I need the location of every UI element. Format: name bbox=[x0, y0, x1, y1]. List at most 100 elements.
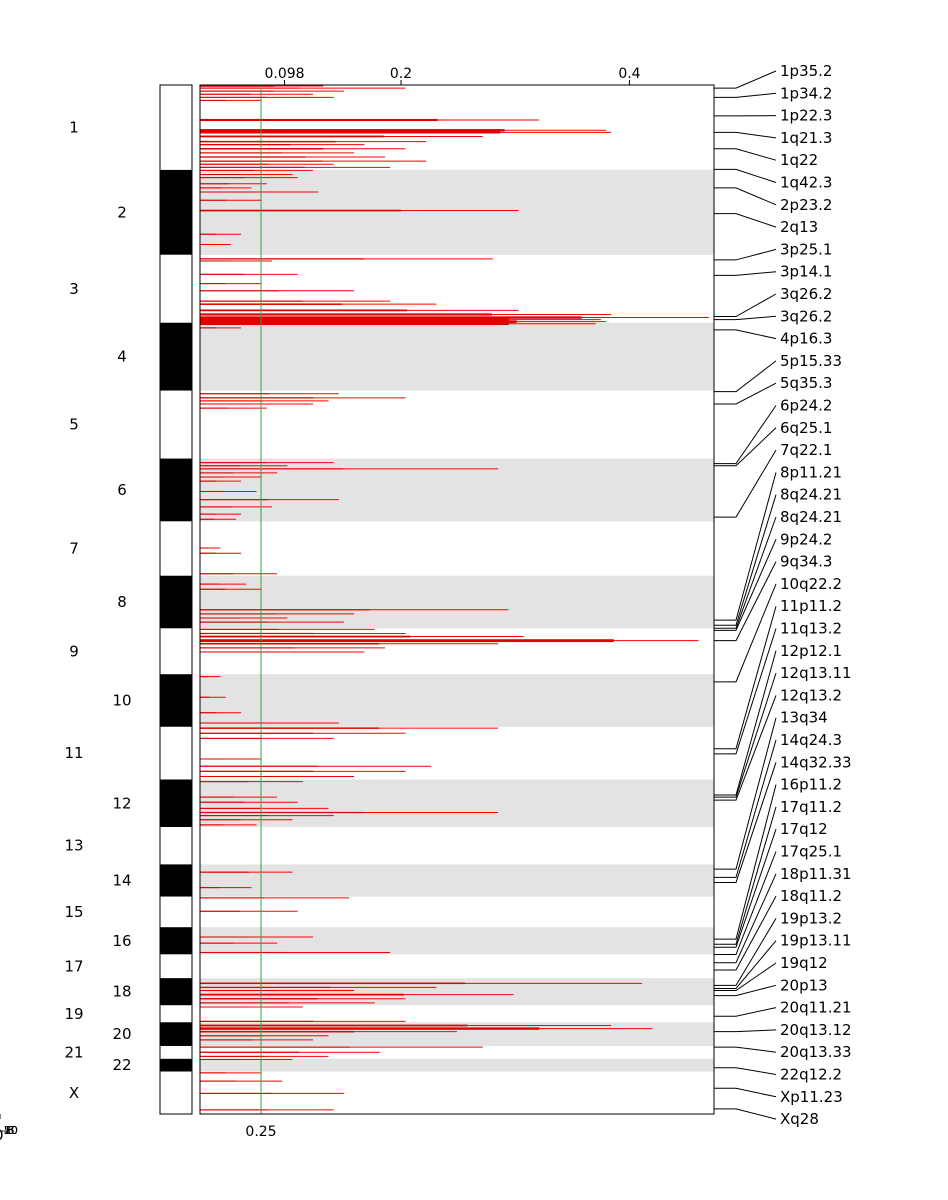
amplitude-bar bbox=[200, 609, 370, 611]
peak-label: 6q25.1 bbox=[780, 419, 832, 437]
peak-label: 20q13.12 bbox=[780, 1021, 852, 1039]
peak-label: 9p24.2 bbox=[780, 530, 832, 548]
amplitude-bar bbox=[200, 573, 234, 575]
amplitude-bar bbox=[200, 476, 226, 478]
chromosome-shade-2 bbox=[200, 169, 714, 255]
amplitude-bar bbox=[200, 628, 279, 630]
ideogram-band-X bbox=[160, 1071, 192, 1114]
peak-leader-line bbox=[714, 187, 777, 206]
amplitude-bar bbox=[200, 642, 379, 645]
peak-leader-line bbox=[714, 472, 777, 621]
bottom-tick-label: 10-50 bbox=[0, 1124, 18, 1144]
peak-leader-line bbox=[714, 293, 777, 318]
amplitude-bar bbox=[200, 318, 509, 321]
amplitude-bar bbox=[200, 583, 219, 585]
amplitude-bar bbox=[200, 1030, 355, 1033]
peak-label: 4p16.3 bbox=[780, 330, 832, 348]
amplitude-bar bbox=[200, 807, 261, 809]
amplitude-bar bbox=[200, 942, 234, 944]
peak-label: 1q42.3 bbox=[780, 174, 832, 192]
peak-leader-line bbox=[714, 213, 777, 228]
plot-frame bbox=[199, 84, 715, 1115]
amplitude-bar bbox=[200, 639, 614, 643]
amplitude-bar bbox=[200, 260, 231, 262]
peak-leader-line bbox=[714, 762, 777, 883]
amplitude-bar bbox=[200, 273, 244, 275]
peak-label: 1q21.3 bbox=[780, 129, 832, 147]
amplitude-bar bbox=[200, 152, 282, 154]
peak-label: 3p25.1 bbox=[780, 240, 832, 258]
ideogram-band-21 bbox=[160, 1046, 192, 1059]
amplitude-bar bbox=[200, 982, 466, 985]
amplitude-bar bbox=[200, 1039, 254, 1041]
amplitude-bar bbox=[200, 258, 365, 260]
chromosome-label-14: 14 bbox=[112, 872, 131, 890]
peak-leader-line bbox=[714, 315, 777, 321]
amplitude-bar bbox=[200, 986, 331, 989]
amplitude-bar bbox=[200, 118, 438, 122]
amplitude-bar bbox=[200, 936, 251, 938]
chromosome-label-12: 12 bbox=[112, 794, 131, 812]
amplitude-bar bbox=[200, 951, 290, 953]
ideogram-band-1 bbox=[160, 85, 192, 170]
amplitude-bar bbox=[200, 187, 222, 189]
chromosome-label-10: 10 bbox=[112, 692, 131, 710]
peak-leader-line bbox=[714, 717, 777, 870]
bottom-tick-label: 10-20 bbox=[0, 1124, 18, 1144]
amplitude-bar bbox=[200, 621, 268, 623]
peak-label: 3q26.2 bbox=[780, 285, 832, 303]
amplitude-bar bbox=[200, 243, 212, 245]
amplitude-bar bbox=[200, 765, 318, 767]
ideogram-band-20 bbox=[160, 1022, 192, 1047]
peak-leader-line bbox=[714, 829, 777, 948]
amplitude-bar bbox=[200, 547, 208, 549]
peak-leader-line bbox=[714, 248, 777, 261]
peak-label: 1p22.3 bbox=[780, 107, 832, 125]
peak-label: 6p24.2 bbox=[780, 397, 832, 415]
chromosome-shade-14 bbox=[200, 864, 714, 897]
ideogram-band-11 bbox=[160, 726, 192, 780]
significance-bars bbox=[200, 85, 709, 1111]
peak-leader-line bbox=[714, 382, 777, 405]
amplitude-bar bbox=[200, 758, 226, 760]
amplitude-bar bbox=[200, 632, 314, 635]
amplitude-bar bbox=[200, 1035, 263, 1037]
amplitude-bar bbox=[200, 393, 270, 395]
peak-leader-line bbox=[714, 628, 777, 755]
amplitude-bar bbox=[200, 403, 253, 405]
amplitude-bar bbox=[200, 990, 278, 992]
amplitude-bar bbox=[200, 1051, 299, 1053]
chromosome-label-2: 2 bbox=[117, 203, 127, 221]
amplitude-bar bbox=[200, 1080, 236, 1082]
chromosome-label-15: 15 bbox=[64, 903, 83, 921]
peak-leader-line bbox=[714, 405, 777, 465]
chromosome-shade-6 bbox=[200, 458, 714, 522]
amplitude-bar bbox=[200, 131, 501, 134]
amplitude-bar bbox=[200, 290, 279, 292]
amplitude-bar bbox=[200, 174, 241, 176]
peak-label: 3q26.2 bbox=[780, 307, 832, 325]
amplitude-bar bbox=[200, 732, 314, 734]
amplitude-bar bbox=[200, 191, 256, 193]
peak-label: 3p14.1 bbox=[780, 263, 832, 281]
ideogram-band-22 bbox=[160, 1058, 192, 1072]
chromosome-label-20: 20 bbox=[112, 1025, 131, 1043]
amplitude-bar bbox=[200, 465, 240, 467]
ideogram-band-10 bbox=[160, 674, 192, 727]
amplitude-bar bbox=[200, 1027, 540, 1030]
amplitude-bar bbox=[200, 283, 226, 285]
peak-label: 14q32.33 bbox=[780, 753, 852, 771]
peak-leader-line bbox=[714, 672, 777, 798]
amplitude-bar bbox=[200, 513, 217, 515]
amplitude-bar bbox=[200, 472, 234, 474]
amplitude-bar bbox=[200, 209, 401, 212]
amplitude-bar bbox=[200, 796, 234, 798]
amplitude-bar bbox=[200, 696, 210, 698]
chromosome-label-18: 18 bbox=[112, 983, 131, 1001]
amplitude-bar bbox=[200, 90, 274, 92]
peak-leader-line bbox=[714, 650, 777, 796]
amplitude-bar bbox=[200, 811, 364, 814]
ideogram-band-12 bbox=[160, 779, 192, 828]
peak-label: 7q22.1 bbox=[780, 441, 832, 459]
top-tick-label: 0.2 bbox=[390, 66, 412, 82]
